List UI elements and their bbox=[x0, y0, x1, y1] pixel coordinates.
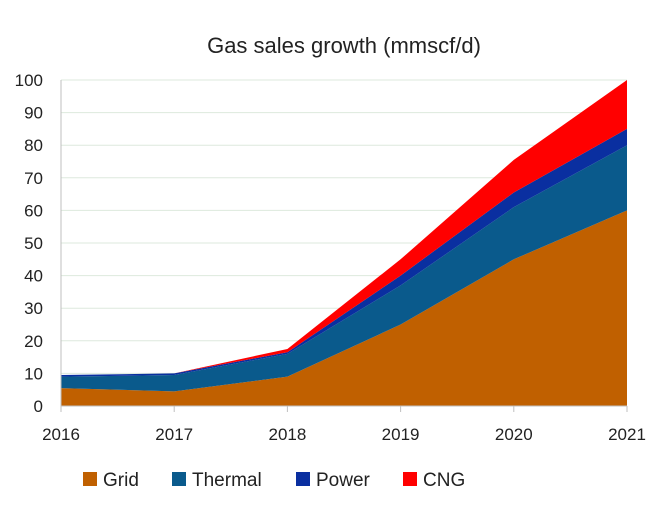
y-tick-label: 40 bbox=[24, 267, 43, 286]
y-axis-ticks: 0 10 20 30 40 50 60 70 80 90 100 bbox=[15, 71, 43, 416]
area-thermal bbox=[61, 145, 627, 392]
y-tick-label: 60 bbox=[24, 201, 43, 220]
y-tick-label: 70 bbox=[24, 169, 43, 188]
y-tick-label: 50 bbox=[24, 234, 43, 253]
y-tick-label: 90 bbox=[24, 104, 43, 123]
y-tick-label: 20 bbox=[24, 332, 43, 351]
area-grid bbox=[61, 210, 627, 406]
x-axis-ticks: 2016 2017 2018 2019 2020 2021 bbox=[42, 425, 646, 444]
y-tick-label: 30 bbox=[24, 299, 43, 318]
y-tick-label: 80 bbox=[24, 136, 43, 155]
chart-title: Gas sales growth (mmscf/d) bbox=[207, 33, 481, 58]
legend-swatch-grid bbox=[83, 472, 97, 486]
legend-label-grid: Grid bbox=[103, 470, 139, 491]
y-tick-label: 10 bbox=[24, 364, 43, 383]
x-tick-label: 2018 bbox=[268, 425, 306, 444]
gridlines bbox=[61, 79, 627, 374]
x-tick-label: 2019 bbox=[382, 425, 420, 444]
x-tick-label: 2016 bbox=[42, 425, 80, 444]
y-tick-label: 100 bbox=[15, 71, 43, 90]
legend-swatch-power bbox=[296, 472, 310, 486]
legend-label-power: Power bbox=[316, 470, 371, 491]
legend-label-cng: CNG bbox=[423, 470, 465, 491]
legend-label-thermal: Thermal bbox=[192, 470, 262, 491]
legend: Grid Thermal Power CNG bbox=[83, 470, 465, 491]
y-tick-label: 0 bbox=[34, 397, 43, 416]
x-tick-label: 2021 bbox=[608, 425, 646, 444]
plot-area bbox=[61, 80, 627, 406]
axes bbox=[60, 80, 628, 412]
x-tick-label: 2020 bbox=[495, 425, 533, 444]
x-tick-label: 2017 bbox=[155, 425, 193, 444]
legend-swatch-cng bbox=[403, 472, 417, 486]
legend-swatch-thermal bbox=[172, 472, 186, 486]
